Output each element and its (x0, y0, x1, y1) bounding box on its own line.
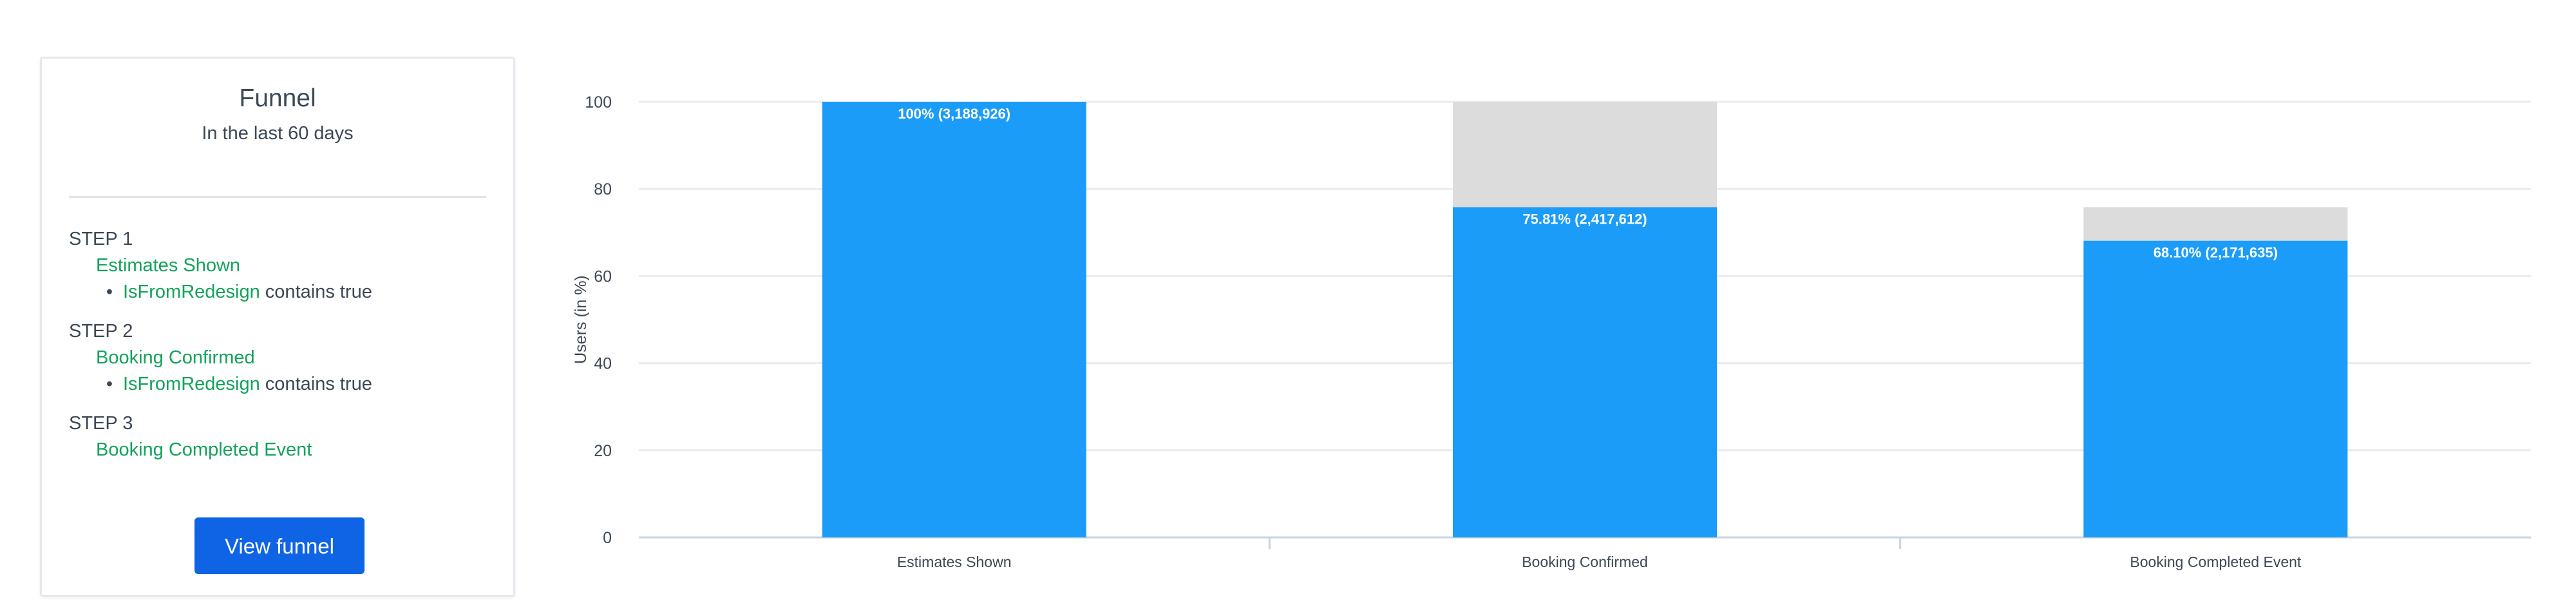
filter-property: IsFromRedesign (123, 374, 260, 394)
step-label: STEP 1 (69, 229, 133, 249)
y-axis-title: Users (in %) (572, 275, 590, 364)
step-filter: • IsFromRedesign contains true (69, 371, 500, 398)
filter-property: IsFromRedesign (123, 282, 260, 302)
bar-converted (2083, 240, 2348, 537)
step-event-name: Booking Confirmed (96, 347, 255, 368)
step-label: STEP 2 (69, 321, 133, 342)
funnel-step-3: STEP 3 Booking Completed Event (69, 410, 500, 463)
bar-converted (1453, 207, 1717, 537)
funnel-steps: STEP 1 Estimates Shown • IsFromRedesign c… (69, 226, 500, 463)
bar-converted (822, 102, 1086, 537)
filter-condition: contains true (260, 282, 372, 302)
bullet-icon: • (106, 282, 113, 302)
funnel-card: Funnel In the last 60 days STEP 1 Estima… (40, 57, 515, 597)
funnel-step-2: STEP 2 Booking Confirmed • IsFromRedesign… (69, 318, 500, 398)
funnel-step-1: STEP 1 Estimates Shown • IsFromRedesign c… (69, 226, 500, 305)
y-tick-label: 20 (594, 442, 612, 460)
card-subtitle: In the last 60 days (202, 123, 354, 144)
y-tick-label: 0 (603, 529, 612, 547)
y-tick-label: 100 (585, 93, 612, 111)
x-tick-label: Booking Confirmed (1522, 554, 1648, 570)
step-event-name: Booking Completed Event (96, 439, 312, 460)
bar-data-label: 68.10% (2,171,635) (2154, 245, 2278, 261)
divider (69, 196, 486, 198)
y-tick-label: 80 (594, 180, 612, 198)
step-label: STEP 3 (69, 413, 133, 434)
bullet-icon: • (106, 374, 113, 394)
bar-data-label: 75.81% (2,417,612) (1522, 211, 1647, 227)
bar-data-label: 100% (3,188,926) (898, 106, 1010, 122)
y-tick-label: 60 (594, 267, 612, 285)
filter-condition: contains true (260, 374, 372, 394)
funnel-bar-chart: 0 20 40 60 80 100 Users (in %) 100% (3,188,926)… (572, 93, 2531, 570)
bar-remainder (2083, 207, 2348, 241)
step-event-name: Estimates Shown (96, 255, 241, 276)
view-funnel-button[interactable]: View funnel (194, 517, 365, 574)
x-tick-label: Booking Completed Event (2130, 554, 2302, 570)
bar-remainder (1453, 102, 1717, 207)
x-tick-label: Estimates Shown (897, 554, 1012, 570)
y-tick-label: 40 (594, 355, 612, 373)
step-filter: • IsFromRedesign contains true (69, 279, 500, 305)
card-title: Funnel (239, 84, 316, 112)
